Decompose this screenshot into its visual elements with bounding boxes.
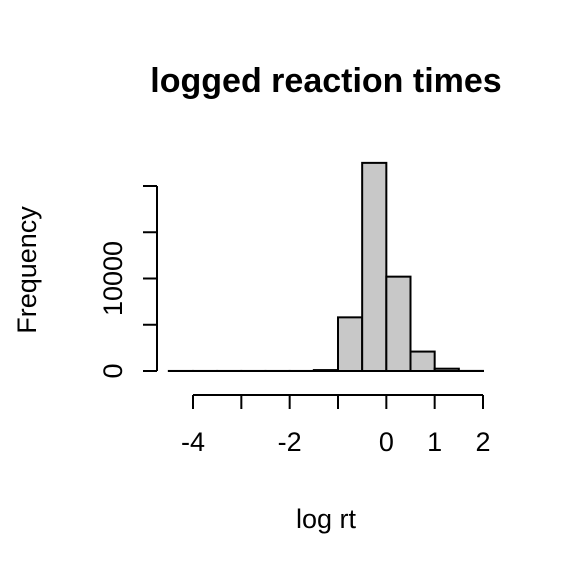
- histogram-bar: [361, 161, 388, 372]
- x-tick-label: 2: [475, 427, 490, 457]
- histogram-bar: [385, 275, 412, 372]
- histogram-bar: [337, 316, 364, 373]
- histogram-bar: [312, 369, 340, 373]
- x-tick-label: -4: [181, 427, 205, 457]
- histogram-bar: [433, 367, 460, 372]
- x-tick-label: 0: [379, 427, 394, 457]
- y-tick-label: 10000: [98, 241, 128, 316]
- bars-layer: [167, 161, 485, 373]
- y-axis-label: Frequency: [12, 206, 42, 334]
- x-tick-label: 1: [427, 427, 442, 457]
- y-tick-label: 0: [98, 363, 128, 378]
- chart-title: logged reaction times: [150, 62, 501, 100]
- y-axis: 0 10000: [98, 185, 158, 379]
- x-tick-label: -2: [278, 427, 302, 457]
- x-axis-label: log rt: [296, 504, 357, 534]
- histogram-bar: [409, 350, 436, 373]
- x-axis: -4 -2 0 1 2: [181, 394, 491, 457]
